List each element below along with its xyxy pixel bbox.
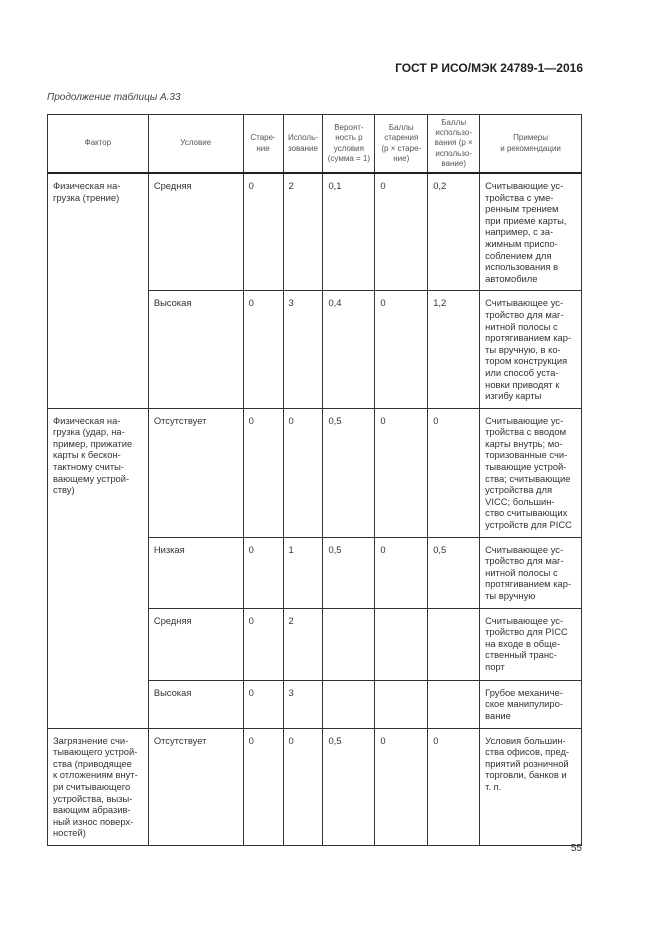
table-cell: Средняя bbox=[147, 607, 244, 681]
table-cell: Условия большин- ства офисов, пред- прия… bbox=[479, 727, 582, 846]
table-cell: 0,5 bbox=[427, 536, 481, 609]
table-cell: Считывающее ус- тройство для маг- нитной… bbox=[479, 290, 582, 409]
table-cell: Считывающее ус- тройство для маг- нитной… bbox=[479, 536, 582, 609]
table-cell: 0,1 bbox=[322, 172, 376, 292]
table-cell: 0 bbox=[282, 407, 324, 538]
table-cell: 2 bbox=[282, 172, 324, 292]
table-cell bbox=[427, 607, 481, 681]
table-cell: Считывающие ус- тройства с вводом карты … bbox=[479, 407, 582, 538]
table-cell: 0 bbox=[374, 727, 429, 846]
table-cell: 3 bbox=[282, 679, 324, 729]
document-code: ГОСТ Р ИСО/МЭК 24789-1—2016 bbox=[395, 61, 583, 75]
table-cell: 0 bbox=[374, 536, 429, 609]
column-header: Баллы старения (p × старе- ние) bbox=[374, 114, 429, 175]
table-cell bbox=[374, 607, 429, 681]
table-row: Загрязнение счи- тывающего устрой- ства … bbox=[47, 727, 582, 846]
column-header: Вероят- ность p условия (сумма = 1) bbox=[322, 114, 376, 175]
table-cell: 1,2 bbox=[427, 290, 481, 409]
table-row: Высокая 0 3 0,4 0 1,2 Считывающее ус- тройство… bbox=[48, 290, 582, 409]
column-header: Исполь- зование bbox=[282, 114, 324, 175]
table-cell: 0 bbox=[242, 290, 284, 409]
table-cell: 0 bbox=[427, 407, 481, 538]
table-cell: 0,4 bbox=[322, 290, 376, 409]
table-cell: Высокая bbox=[147, 679, 244, 729]
table-cell bbox=[322, 607, 376, 681]
table-cell: 3 bbox=[282, 290, 324, 409]
factor-cell: Физическая на- грузка (удар, на- пример,… bbox=[47, 407, 149, 729]
table-cell: 0 bbox=[427, 727, 481, 846]
table-cell: Считывающие ус- тройства с уме- ренным т… bbox=[479, 172, 582, 292]
table-cell: Средняя bbox=[147, 172, 244, 292]
table-cell: Низкая bbox=[147, 536, 244, 609]
table-cell bbox=[427, 679, 481, 729]
table-cell: 0,5 bbox=[322, 727, 376, 846]
table-row: Высокая 0 3 Грубое механиче- ское манипулир… bbox=[48, 679, 582, 729]
table-cell: Считывающее ус- тройство для PICC на вхо… bbox=[479, 607, 582, 681]
table-cell: 1 bbox=[282, 536, 324, 609]
table-cell: 0 bbox=[242, 727, 284, 846]
column-header: Старе- ние bbox=[242, 114, 284, 175]
column-header: Баллы использо- вания (p × использо- ван… bbox=[427, 114, 481, 175]
table-row: Средняя 0 2 Считывающее ус- тройство для PI… bbox=[48, 607, 582, 681]
table-cell: 0 bbox=[242, 679, 284, 729]
table-cell: 0 bbox=[242, 536, 284, 609]
table-cell: 0,5 bbox=[322, 536, 376, 609]
table-row: Физическая на- грузка (трение) Средняя 0 2 0… bbox=[47, 172, 582, 409]
table-caption: Продолжение таблицы А.33 bbox=[47, 92, 181, 103]
column-header: Фактор bbox=[47, 114, 149, 175]
table-cell: Грубое механиче- ское манипулиро- вание bbox=[479, 679, 582, 729]
table-cell bbox=[322, 679, 376, 729]
factor-cell: Загрязнение счи- тывающего устрой- ства … bbox=[47, 727, 149, 846]
table-cell: 0 bbox=[374, 290, 429, 409]
table-cell: Высокая bbox=[147, 290, 244, 409]
table-cell: 2 bbox=[282, 607, 324, 681]
page-number: 55 bbox=[570, 843, 582, 854]
table-cell: 0,5 bbox=[322, 407, 376, 538]
table-cell: 0 bbox=[374, 172, 429, 292]
column-header: Примеры и рекомендации bbox=[479, 114, 582, 175]
table-row: Низкая 0 1 0,5 0 0,5 Считывающее ус- тройство … bbox=[48, 536, 582, 609]
table-row: Физическая на- грузка (удар, на- пример,… bbox=[47, 407, 582, 729]
table-cell: 0 bbox=[374, 407, 429, 538]
table-cell: Отсутствует bbox=[147, 407, 244, 538]
table-cell: 0,2 bbox=[427, 172, 481, 292]
column-header: Условие bbox=[147, 114, 244, 175]
table-cell: 0 bbox=[242, 172, 284, 292]
table-cell: 0 bbox=[242, 407, 284, 538]
table-cell: 0 bbox=[242, 607, 284, 681]
table-cell: 0 bbox=[282, 727, 324, 846]
factors-table: Фактор Условие Старе- ние Исполь- зование Ве… bbox=[47, 114, 582, 846]
table-cell bbox=[374, 679, 429, 729]
factor-cell: Физическая на- грузка (трение) bbox=[47, 172, 149, 409]
table-header-row: Фактор Условие Старе- ние Исполь- зование Ве… bbox=[47, 114, 582, 175]
table-cell: Отсутствует bbox=[147, 727, 244, 846]
